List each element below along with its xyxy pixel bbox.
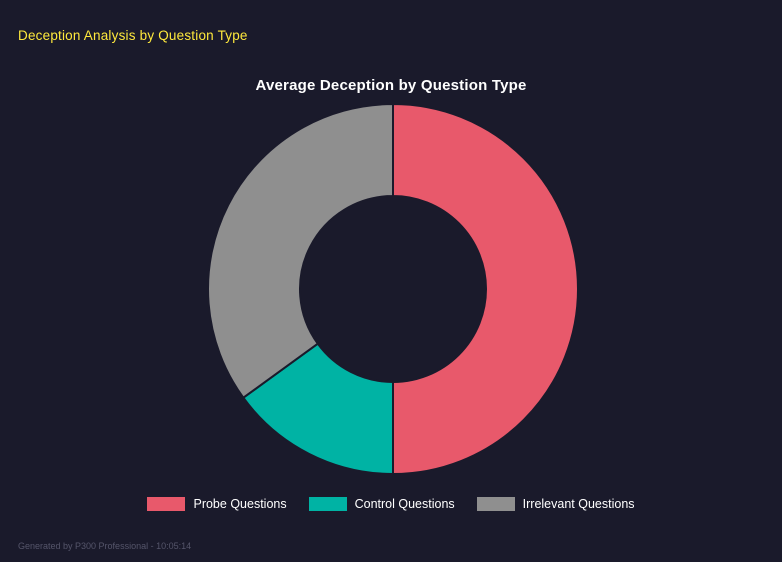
donut-svg <box>207 103 579 475</box>
legend-label-irrelevant: Irrelevant Questions <box>522 497 635 511</box>
legend-swatch-probe <box>147 497 186 511</box>
legend-swatch-irrelevant <box>476 497 515 511</box>
footer-text: Generated by P300 Professional - 10:05:1… <box>18 541 192 551</box>
legend-item-probe-questions[interactable]: Probe Questions <box>147 497 287 511</box>
chart-legend: Probe Questions Control Questions Irrele… <box>0 497 782 511</box>
legend-item-irrelevant-questions[interactable]: Irrelevant Questions <box>476 497 635 511</box>
legend-swatch-control <box>308 497 347 511</box>
donut-segment-0 <box>392 103 579 475</box>
legend-item-control-questions[interactable]: Control Questions <box>308 497 455 511</box>
chart-title: Average Deception by Question Type <box>255 77 527 94</box>
legend-label-control: Control Questions <box>354 497 455 511</box>
donut-chart <box>207 103 579 475</box>
legend-label-probe: Probe Questions <box>193 497 287 511</box>
donut-segment-1 <box>242 342 394 475</box>
page-title: Deception Analysis by Question Type <box>18 28 248 43</box>
donut-segment-2 <box>207 103 394 399</box>
